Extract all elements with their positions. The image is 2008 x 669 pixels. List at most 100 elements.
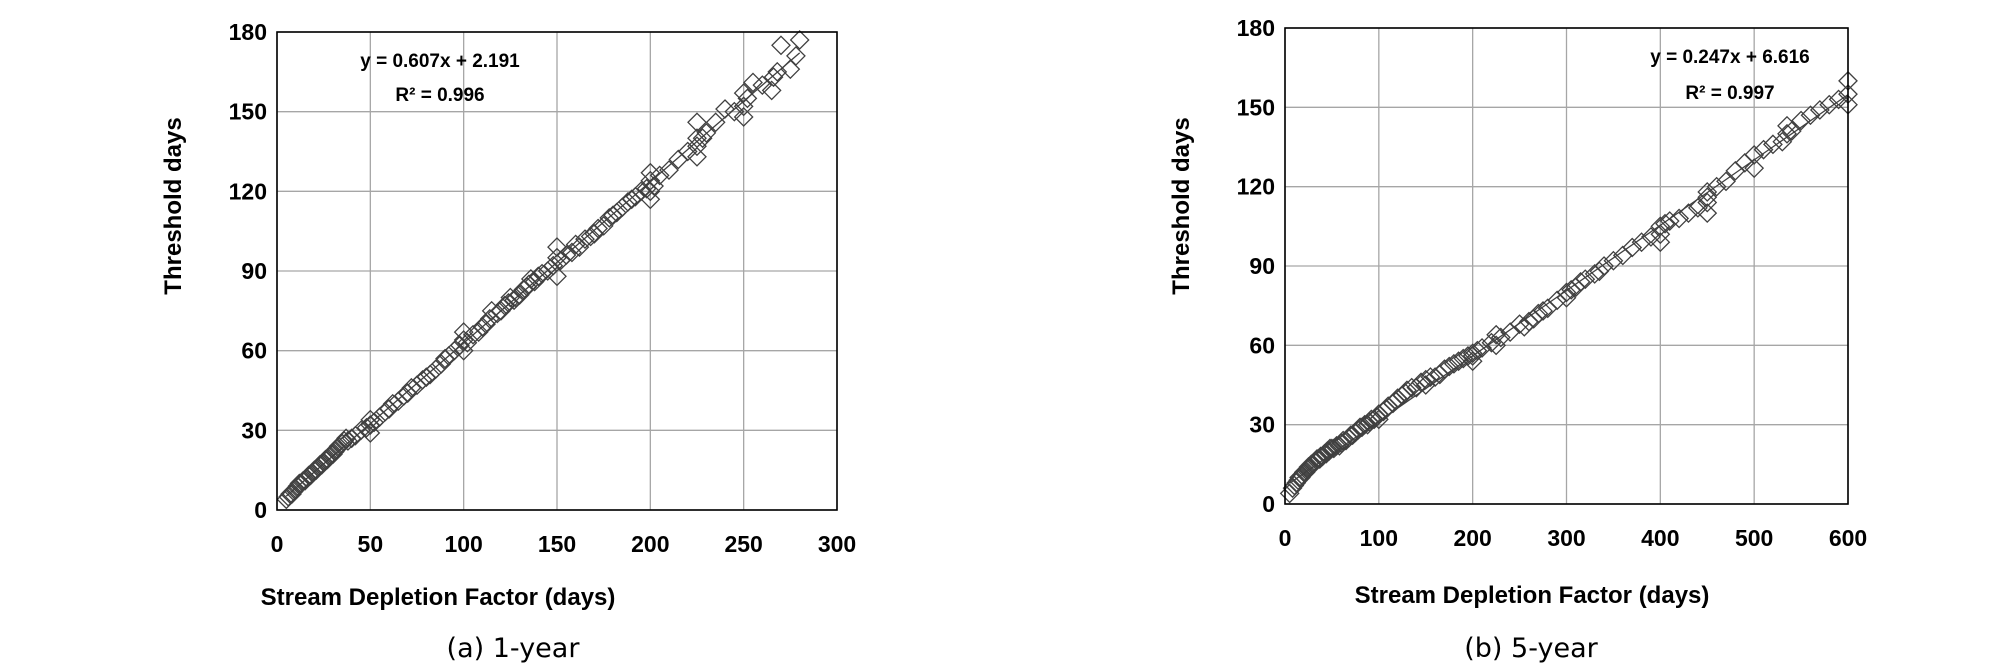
data-point: [280, 484, 300, 504]
data-point: [524, 271, 545, 292]
data-point: [668, 149, 689, 170]
data-point: [1706, 176, 1727, 197]
data-point: [1570, 271, 1591, 292]
data-point: [687, 146, 707, 167]
data-point: [1434, 359, 1455, 380]
data-point: [1321, 438, 1342, 459]
data-point: [1622, 237, 1643, 258]
data-point: [457, 332, 478, 353]
data-point: [640, 189, 661, 210]
data-point: [1462, 343, 1483, 364]
data-point: [1439, 356, 1460, 377]
data-point: [360, 409, 381, 430]
data-point: [1467, 340, 1488, 361]
data-point: [743, 72, 763, 93]
data-point: [537, 261, 558, 281]
data-point: [1589, 261, 1610, 282]
data-point: [569, 237, 590, 258]
y-tick-label: 60: [241, 338, 267, 364]
data-point: [599, 207, 620, 228]
data-point: [1716, 171, 1736, 192]
data-point: [1650, 232, 1671, 253]
data-point: [500, 287, 521, 308]
plot-frame: [1284, 27, 1849, 505]
data-point: [1631, 232, 1652, 253]
x-tick-label: 300: [1547, 525, 1585, 551]
data-point: [636, 178, 657, 199]
data-point: [1326, 435, 1347, 456]
data-point: [364, 412, 384, 433]
data-point: [1781, 121, 1802, 142]
data-point: [733, 83, 754, 103]
data-point: [687, 112, 707, 133]
panel-caption: (b) 5-year: [1464, 633, 1598, 664]
x-tick-label: 100: [444, 531, 482, 557]
data-markers: [1279, 70, 1858, 504]
r-squared-label: R² = 0.996: [395, 85, 484, 106]
data-point: [786, 45, 806, 66]
data-point: [724, 101, 745, 122]
data-point: [1397, 380, 1417, 401]
data-point: [1687, 197, 1708, 218]
data-point: [677, 141, 698, 162]
scatter-panel-5-year: 0 30 60 90 120 150 180 0 100 200 300 400 500 600 y =…: [1168, 15, 1867, 664]
data-point: [640, 170, 661, 191]
trendline: [285, 52, 801, 497]
y-tick-label: 120: [229, 178, 267, 204]
data-point: [550, 250, 571, 271]
data-point: [1603, 250, 1624, 271]
data-point: [556, 245, 577, 265]
data-point: [431, 354, 452, 374]
data-point: [1655, 213, 1675, 234]
x-tick-label: 0: [271, 531, 284, 557]
data-point: [692, 128, 713, 149]
x-tick-label: 250: [724, 531, 762, 557]
y-tick-label: 180: [1237, 15, 1275, 41]
data-point: [382, 393, 403, 414]
data-point: [1594, 256, 1614, 276]
data-point: [321, 444, 342, 465]
y-tick-label: 0: [1262, 491, 1275, 517]
data-point: [1800, 105, 1821, 126]
scatter-panel-1-year: 0 30 60 90 120 150 180 0 50 100 150 200 250 300 y = …: [160, 19, 856, 664]
data-point: [687, 128, 707, 149]
data-point: [1490, 327, 1511, 348]
y-tick-label: 30: [1249, 412, 1275, 438]
data-point: [767, 61, 788, 82]
data-point: [763, 67, 784, 88]
x-tick-labels: 0 50 100 150 200 250 300: [271, 531, 857, 557]
plot-frame: [276, 31, 838, 511]
x-tick-label: 500: [1735, 525, 1773, 551]
data-point: [771, 35, 791, 56]
data-point: [1819, 94, 1840, 115]
data-point: [705, 112, 726, 133]
data-point: [450, 335, 470, 356]
data-point: [1528, 303, 1549, 324]
data-point: [444, 340, 465, 361]
data-point: [1575, 269, 1596, 290]
data-point: [696, 122, 717, 143]
data-point: [761, 80, 782, 101]
trendline-equation: y = 0.247x + 6.616: [1650, 47, 1810, 68]
data-point: [487, 303, 508, 324]
data-point: [1650, 216, 1671, 237]
data-point: [752, 75, 773, 96]
data-point: [425, 359, 446, 380]
data-point: [520, 269, 541, 289]
data-point: [1361, 409, 1382, 430]
data-point: [468, 322, 489, 342]
data-point: [1354, 414, 1375, 435]
data-point: [356, 417, 377, 438]
data-point: [1772, 131, 1793, 152]
data-point: [491, 300, 511, 321]
data-point: [1669, 208, 1690, 229]
x-tick-labels: 0 100 200 300 400 500 600: [1279, 525, 1868, 551]
data-point: [1350, 417, 1370, 438]
data-point: [1481, 332, 1502, 353]
data-point: [737, 88, 758, 109]
data-point: [420, 364, 440, 385]
data-point: [394, 385, 414, 406]
data-point: [715, 99, 735, 119]
data-point: [1509, 314, 1530, 335]
